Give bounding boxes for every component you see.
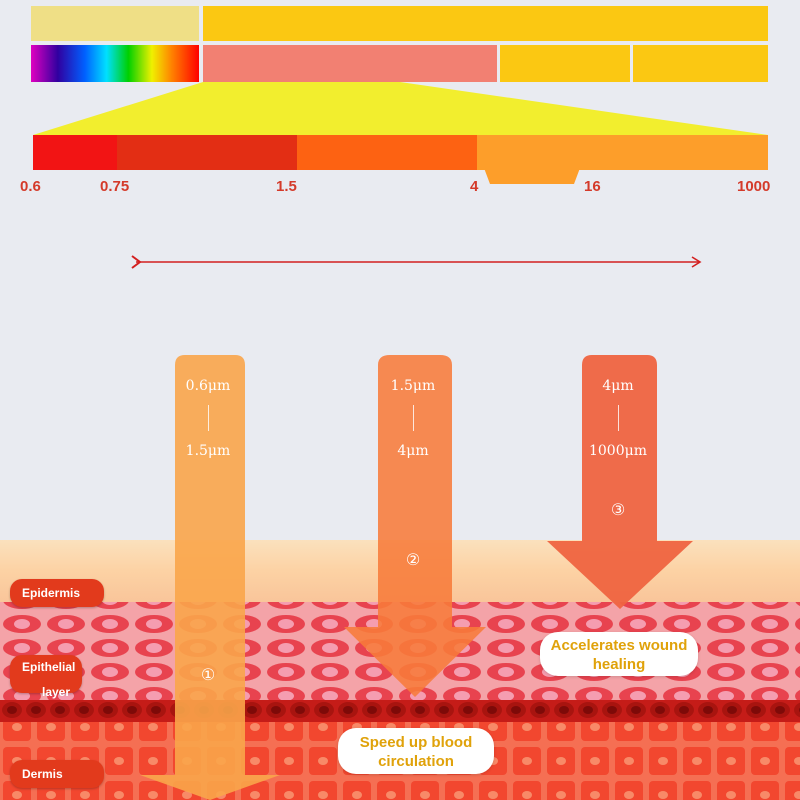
tick-label-0.6: 0.6 <box>20 178 41 195</box>
tick-label-1.5: 1.5 <box>276 178 297 195</box>
arrow-3-range-end: 1000μm <box>588 443 647 459</box>
tick-label-0.75: 0.75 <box>100 178 130 195</box>
tick-label-4: 4 <box>470 178 479 195</box>
penetration-arrow-3 <box>547 355 693 609</box>
layer-label-epithelial-line2: layer <box>42 685 71 699</box>
tick-label-16: 16 <box>584 178 601 195</box>
penetration-arrow-1 <box>140 355 280 800</box>
arrow-2-separator <box>413 405 414 431</box>
visible-rainbow-band <box>31 45 199 82</box>
layer-label-epidermis: Epidermis <box>10 579 104 607</box>
penetration-arrow-2 <box>344 355 486 697</box>
callout-blood-circulation: Speed up blood circulation <box>338 728 494 774</box>
zoom-trapezoid <box>33 82 768 135</box>
callout-blood-line2: circulation <box>378 753 454 770</box>
arrow-2-range-start: 1.5μm <box>390 378 436 394</box>
spectrum-band-beige <box>31 6 199 41</box>
scale-segment-orange <box>297 135 477 170</box>
arrow-1-range-end: 1.5μm <box>185 443 231 459</box>
layer-label-epithelial: Epithelial <box>10 655 82 693</box>
callout-blood-line1: Speed up blood <box>359 734 473 751</box>
callout-wound-line1: Accelerates wound <box>550 637 688 654</box>
scale-segment-red <box>33 135 117 170</box>
arrow-3-marker: ③ <box>610 500 626 519</box>
spectrum-band-yellow-top <box>203 6 768 41</box>
arrow-3-separator <box>618 405 619 431</box>
spectrum-band-yellow-mid <box>500 45 630 82</box>
arrow-3-range-start: 4μm <box>602 378 634 394</box>
infrared-band-salmon <box>203 45 497 82</box>
layer-label-dermis: Dermis <box>10 760 104 788</box>
scale-segment-dark-red <box>117 135 297 170</box>
scale-segment-light-orange <box>477 135 768 170</box>
tick-label-1000: 1000 <box>737 178 771 195</box>
arrow-2-range-end: 4μm <box>397 443 429 459</box>
arrow-1-separator <box>208 405 209 431</box>
callout-wound-healing: Accelerates wound healing <box>540 632 698 676</box>
spectrum-band-yellow-right <box>633 45 768 82</box>
layer-label-epithelial-line1: Epithelial <box>22 660 76 674</box>
scale-pointer-tab <box>484 168 580 184</box>
guide-arrow-line <box>131 255 702 269</box>
arrow-2-marker: ② <box>405 550 421 569</box>
arrow-1-range-start: 0.6μm <box>185 378 231 394</box>
arrow-1-marker: ① <box>200 665 216 684</box>
callout-wound-line2: healing <box>592 656 646 673</box>
